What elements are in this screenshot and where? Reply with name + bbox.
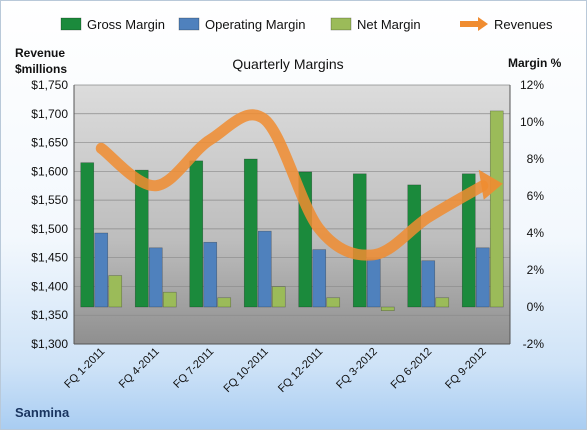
x-tick-label: FQ 9-2012 [443,346,489,392]
bar-operating-margin [148,247,163,308]
right-tick-label: 10% [520,115,544,129]
bar-net-margin [217,297,232,308]
bars [80,110,504,311]
revenue-arrowhead [478,169,503,200]
x-tick-label: FQ 6-2012 [389,346,435,392]
left-tick-label: $1,550 [31,193,68,207]
legend-swatch [178,17,200,31]
legend: Gross Margin Operating Margin Net Margin Re… [60,17,553,32]
bar-gross-margin [134,169,149,308]
revenue-line-path [95,109,489,261]
bar-operating-margin [257,230,272,308]
left-axis-title-line1: Revenue [15,46,65,60]
left-tick-label: $1,350 [31,308,68,322]
bar-operating-margin [366,258,381,308]
bar-gross-margin [189,160,204,308]
bar-gross-margin [352,173,367,308]
x-tick-label: FQ 3-2012 [334,346,380,392]
bar-operating-margin [421,260,436,308]
right-tick-label: 8% [527,152,545,166]
x-tick-label: FQ 4-2011 [117,346,162,391]
legend-item-net-margin: Net Margin [330,17,421,32]
left-tick-label: $1,650 [31,136,68,150]
company-name: Sanmina [15,405,70,420]
left-tick-label: $1,300 [31,337,68,351]
legend-item-revenues: Revenues [460,17,553,32]
bar-net-margin [380,306,395,311]
bar-gross-margin [243,158,258,308]
revenue-line [95,109,503,261]
legend-swatch [60,17,82,31]
right-tick-label: 4% [527,226,545,240]
legend-swatch [330,17,352,31]
legend-label: Net Margin [357,17,421,32]
bar-gross-margin [80,162,95,308]
left-axis-title-line2: $millions [15,62,67,76]
x-tick-label: FQ 10-2011 [221,346,270,395]
bar-gross-margin [407,184,422,308]
left-tick-label: $1,700 [31,107,68,121]
legend-label: Revenues [494,17,553,32]
left-tick-label: $1,450 [31,251,68,265]
bar-gross-margin [461,173,476,308]
right-axis-title: Margin % [508,56,562,70]
legend-label: Gross Margin [87,17,165,32]
bar-operating-margin [94,232,109,308]
right-tick-label: 6% [527,189,545,203]
right-tick-label: 12% [520,78,544,92]
right-tick-label: 2% [527,263,545,277]
right-tick-label: -2% [523,337,545,351]
bar-net-margin [162,291,177,308]
bar-operating-margin [312,249,327,308]
bar-net-margin [108,275,123,308]
x-tick-label: FQ 12-2011 [276,346,325,395]
legend-item-gross-margin: Gross Margin [60,17,165,32]
x-tick-label: FQ 1-2011 [62,346,107,391]
left-tick-label: $1,600 [31,164,68,178]
legend-arrow [478,17,488,31]
chart-title: Quarterly Margins [232,56,343,72]
left-tick-label: $1,500 [31,222,68,236]
bar-operating-margin [203,241,218,308]
left-tick-label: $1,750 [31,78,68,92]
bar-operating-margin [475,247,490,308]
bar-net-margin [489,110,504,308]
bar-net-margin [326,297,341,308]
legend-item-operating-margin: Operating Margin [178,17,305,32]
x-tick-label: FQ 7-2011 [171,346,216,391]
left-tick-label: $1,400 [31,279,68,293]
right-tick-label: 0% [527,300,545,314]
legend-label: Operating Margin [205,17,305,32]
bar-net-margin [435,297,450,308]
bar-net-margin [271,286,286,308]
